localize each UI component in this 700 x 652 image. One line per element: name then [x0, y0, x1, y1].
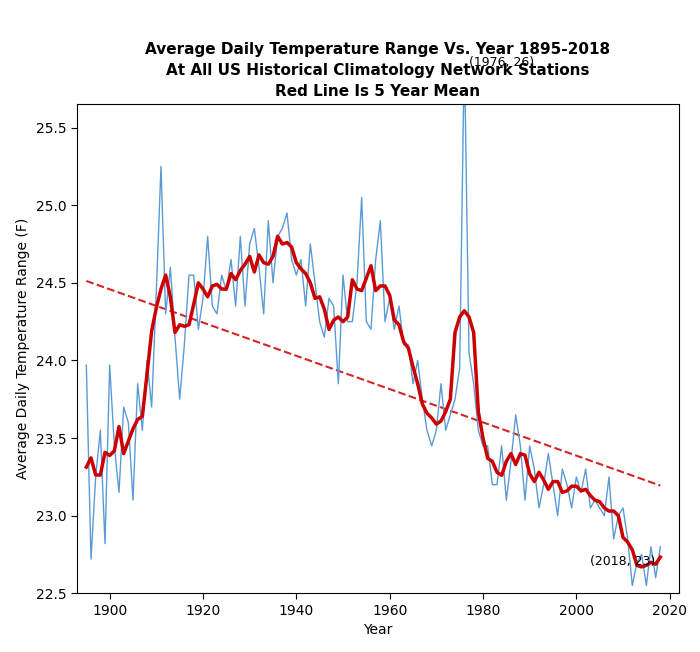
Title: Average Daily Temperature Range Vs. Year 1895-2018
At All US Historical Climatol: Average Daily Temperature Range Vs. Year…: [146, 42, 610, 99]
Y-axis label: Average Daily Temperature Range (F): Average Daily Temperature Range (F): [16, 218, 30, 479]
X-axis label: Year: Year: [363, 623, 393, 637]
Text: (2018, 23): (2018, 23): [590, 554, 656, 567]
Text: (1976, 26): (1976, 26): [469, 55, 534, 68]
